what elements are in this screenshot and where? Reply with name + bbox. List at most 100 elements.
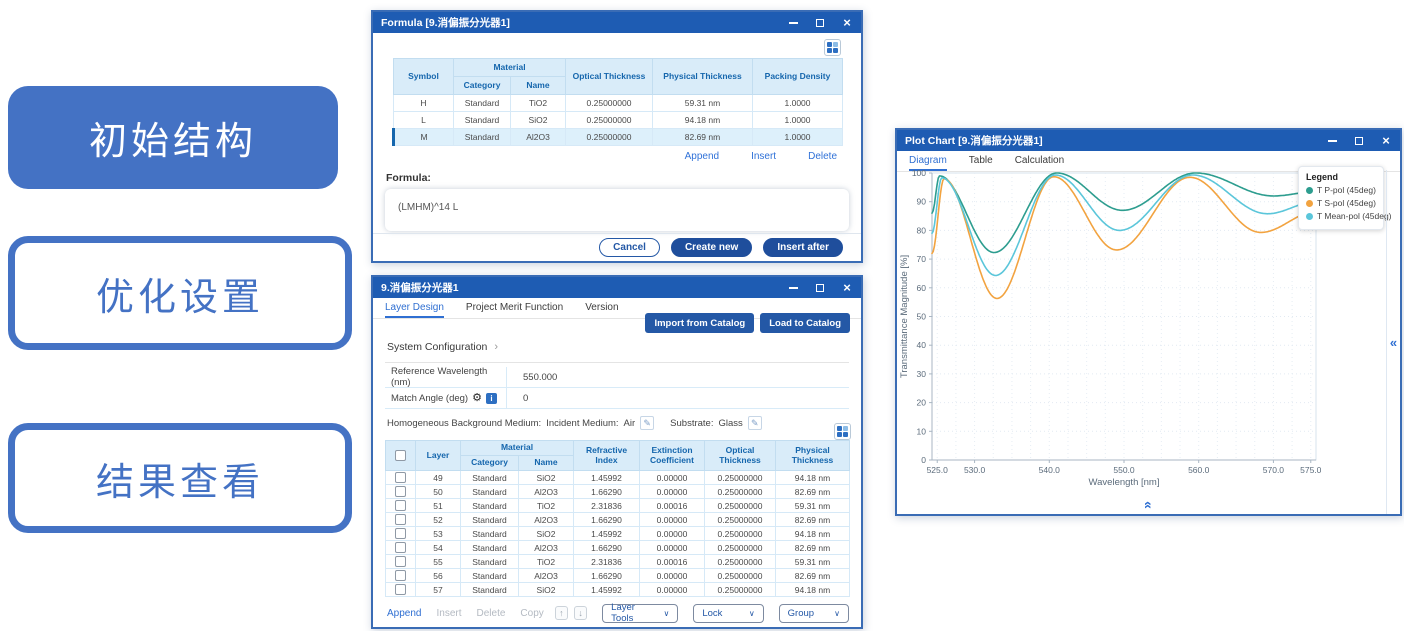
cell-refractive[interactable]: 2.31836	[574, 555, 640, 569]
cell-layer[interactable]: 55	[416, 555, 461, 569]
col-header-material[interactable]: Material	[454, 59, 566, 77]
edit-substrate-icon[interactable]: ✎	[748, 416, 762, 430]
formula-input[interactable]: (LMHM)^14 L	[385, 189, 849, 231]
cell-name[interactable]: Al2O3	[519, 541, 574, 555]
maximize-icon[interactable]	[814, 17, 826, 29]
cell-optical[interactable]: 0.25000000	[705, 555, 776, 569]
cell-name[interactable]: TiO2	[519, 555, 574, 569]
cancel-button[interactable]: Cancel	[599, 238, 660, 257]
minimize-icon[interactable]	[1326, 135, 1338, 147]
cell-optical[interactable]: 0.25000000	[705, 471, 776, 485]
match-angle-input[interactable]: 0	[507, 393, 528, 404]
table-row[interactable]: 52StandardAl2O31.662900.000000.250000008…	[386, 513, 850, 527]
cell-optical[interactable]: 0.25000000	[566, 112, 653, 129]
cell-refractive[interactable]: 1.45992	[574, 471, 640, 485]
cell-name[interactable]: SiO2	[519, 471, 574, 485]
cell-optical[interactable]: 0.25000000	[705, 583, 776, 597]
close-icon[interactable]: ×	[841, 17, 853, 29]
cell-layer[interactable]: 56	[416, 569, 461, 583]
cell-refractive[interactable]: 1.45992	[574, 583, 640, 597]
row-checkbox[interactable]	[395, 486, 406, 497]
append-button[interactable]: Append	[387, 608, 421, 619]
cell-optical[interactable]: 0.25000000	[705, 485, 776, 499]
cell-refractive[interactable]: 1.45992	[574, 527, 640, 541]
cell-name[interactable]: TiO2	[511, 95, 566, 112]
formula-titlebar[interactable]: Formula [9.消偏振分光器1] ×	[373, 12, 861, 33]
cell-name[interactable]: SiO2	[519, 527, 574, 541]
table-row[interactable]: MStandardAl2O30.2500000082.69 nm1.0000	[394, 129, 843, 146]
table-row[interactable]: 50StandardAl2O31.662900.000000.250000008…	[386, 485, 850, 499]
tab-calculation[interactable]: Calculation	[1015, 151, 1064, 171]
minimize-icon[interactable]	[787, 282, 799, 294]
row-checkbox[interactable]	[395, 584, 406, 595]
cell-extinction[interactable]: 0.00016	[640, 555, 705, 569]
cell-optical[interactable]: 0.25000000	[566, 95, 653, 112]
cell-category[interactable]: Standard	[461, 541, 519, 555]
cell-refractive[interactable]: 1.66290	[574, 513, 640, 527]
cell-optical[interactable]: 0.25000000	[566, 129, 653, 146]
table-row[interactable]: 56StandardAl2O31.662900.000000.250000008…	[386, 569, 850, 583]
cell-name[interactable]: Al2O3	[519, 513, 574, 527]
tab-diagram[interactable]: Diagram	[909, 151, 947, 171]
checkbox-icon[interactable]	[395, 450, 406, 461]
cell-optical[interactable]: 0.25000000	[705, 527, 776, 541]
col-header-physical-thickness[interactable]: Physical Thickness	[653, 59, 753, 95]
col-header-category[interactable]: Category	[454, 77, 511, 95]
expand-up-icon[interactable]: «	[1142, 501, 1156, 509]
cell-category[interactable]: Standard	[461, 471, 519, 485]
cell-checkbox[interactable]	[386, 583, 416, 597]
collapse-left-icon[interactable]: «	[1390, 335, 1397, 350]
cell-checkbox[interactable]	[386, 569, 416, 583]
col-header-symbol[interactable]: Symbol	[394, 59, 454, 95]
cell-symbol[interactable]: M	[394, 129, 454, 146]
cell-extinction[interactable]: 0.00000	[640, 541, 705, 555]
cell-extinction[interactable]: 0.00000	[640, 527, 705, 541]
tab-layer-design[interactable]: Layer Design	[385, 298, 444, 318]
plot-titlebar[interactable]: Plot Chart [9.消偏振分光器1] ×	[897, 130, 1400, 151]
cell-extinction[interactable]: 0.00000	[640, 471, 705, 485]
import-from-catalog-button[interactable]: Import from Catalog	[645, 313, 754, 333]
col-header-name[interactable]: Name	[511, 77, 566, 95]
table-row[interactable]: HStandardTiO20.2500000059.31 nm1.0000	[394, 95, 843, 112]
cell-category[interactable]: Standard	[461, 499, 519, 513]
cell-category[interactable]: Standard	[461, 583, 519, 597]
cell-layer[interactable]: 54	[416, 541, 461, 555]
cell-optical[interactable]: 0.25000000	[705, 569, 776, 583]
cell-category[interactable]: Standard	[454, 112, 511, 129]
cell-layer[interactable]: 52	[416, 513, 461, 527]
row-checkbox[interactable]	[395, 500, 406, 511]
cell-checkbox[interactable]	[386, 471, 416, 485]
cell-name[interactable]: TiO2	[519, 499, 574, 513]
cell-extinction[interactable]: 0.00000	[640, 513, 705, 527]
cell-physical[interactable]: 82.69 nm	[653, 129, 753, 146]
cell-extinction[interactable]: 0.00000	[640, 583, 705, 597]
cell-symbol[interactable]: L	[394, 112, 454, 129]
cell-physical[interactable]: 94.18 nm	[776, 527, 850, 541]
edit-incident-medium-icon[interactable]: ✎	[640, 416, 654, 430]
cell-category[interactable]: Standard	[454, 95, 511, 112]
table-settings-icon[interactable]	[834, 423, 851, 440]
insert-button[interactable]: Insert	[436, 608, 461, 619]
cell-category[interactable]: Standard	[461, 569, 519, 583]
append-link[interactable]: Append	[685, 151, 719, 162]
cell-checkbox[interactable]	[386, 527, 416, 541]
move-up-icon[interactable]: ↑	[555, 606, 568, 620]
table-row[interactable]: 53StandardSiO21.459920.000000.2500000094…	[386, 527, 850, 541]
cell-physical[interactable]: 94.18 nm	[776, 471, 850, 485]
cell-name[interactable]: SiO2	[511, 112, 566, 129]
col-header-optical-thickness[interactable]: Optical Thickness	[566, 59, 653, 95]
cell-name[interactable]: Al2O3	[519, 485, 574, 499]
insert-link[interactable]: Insert	[751, 151, 776, 162]
table-row[interactable]: 51StandardTiO22.318360.000160.2500000059…	[386, 499, 850, 513]
tab-version[interactable]: Version	[585, 298, 618, 318]
cell-category[interactable]: Standard	[461, 485, 519, 499]
cell-layer[interactable]: 49	[416, 471, 461, 485]
cell-checkbox[interactable]	[386, 513, 416, 527]
cell-layer[interactable]: 51	[416, 499, 461, 513]
cell-refractive[interactable]: 1.66290	[574, 541, 640, 555]
reference-wavelength-input[interactable]: 550.000	[507, 372, 557, 383]
cell-physical[interactable]: 82.69 nm	[776, 569, 850, 583]
select-all-checkbox-header[interactable]	[386, 441, 416, 471]
row-checkbox[interactable]	[395, 570, 406, 581]
col-header-physical-thickness[interactable]: Physical Thickness	[776, 441, 850, 471]
